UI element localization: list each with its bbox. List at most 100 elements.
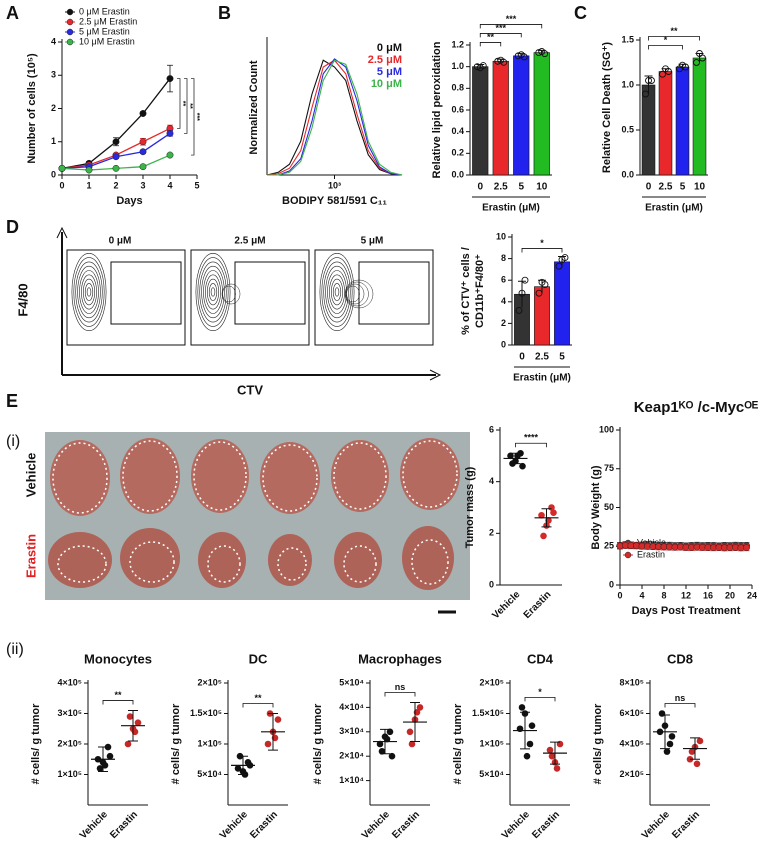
significance-label: *** <box>495 23 506 33</box>
contour <box>195 253 231 332</box>
y-tick-label: 0.2 <box>451 148 464 158</box>
y-tick-label: 1×10⁵ <box>58 769 83 779</box>
x-tick-label: Vehicle <box>500 809 532 841</box>
x-tick-label: 2.5 <box>535 352 549 363</box>
bar <box>658 71 673 176</box>
contour <box>205 274 221 310</box>
legend-marker <box>66 28 74 36</box>
point <box>696 737 704 745</box>
y-tick-label: 0.4 <box>451 126 464 136</box>
point <box>376 740 384 748</box>
point <box>386 728 394 736</box>
legend-marker <box>66 38 74 46</box>
point <box>106 752 114 760</box>
replicate-point <box>645 77 652 84</box>
significance-label: *** <box>506 14 517 24</box>
tumor <box>191 439 249 513</box>
bar <box>675 66 690 176</box>
flow-title: 5 μM <box>361 236 384 247</box>
significance-label: * <box>540 238 544 248</box>
chart-title: CD4 <box>527 651 554 666</box>
y-tick-label: 2 <box>489 528 494 538</box>
x-tick-label: 4 <box>639 590 644 600</box>
sd-bar <box>380 728 390 755</box>
significance-bracket <box>102 700 134 705</box>
point <box>166 129 174 137</box>
sd-bar <box>520 711 530 750</box>
point <box>553 765 561 772</box>
significance-bracket <box>648 36 700 41</box>
panel-label: (i) <box>6 433 20 450</box>
tumor-outline <box>52 442 108 514</box>
row-label: Erastin <box>23 534 38 578</box>
sd-bar <box>690 737 700 760</box>
sd-bar <box>238 755 248 775</box>
tumor <box>402 526 454 590</box>
replicate-point <box>541 281 549 288</box>
y-tick-label: 1×10⁴ <box>339 775 364 785</box>
tumor-outline <box>277 547 307 581</box>
tumor <box>400 438 460 510</box>
y-tick-label: 5×10⁴ <box>479 769 504 779</box>
significance-label: ** <box>670 26 678 36</box>
significance-label: ns <box>675 693 686 703</box>
x-tick-label: 10 <box>694 182 706 193</box>
y-tick-label: 2×10⁵ <box>198 677 223 687</box>
contour <box>83 278 96 306</box>
legend-marker <box>66 8 74 16</box>
bar <box>554 261 570 346</box>
legend-label: Erastin <box>637 549 665 559</box>
bar <box>692 57 707 176</box>
x-tick-label: 0 <box>519 352 525 363</box>
gate <box>234 261 306 325</box>
significance-bracket <box>479 42 502 47</box>
point <box>668 733 676 740</box>
x-tick-label: 1 <box>86 180 91 190</box>
y-tick-label: 1.0 <box>621 79 634 89</box>
tumor-outline <box>122 440 178 512</box>
bar <box>641 84 656 176</box>
y-tick-label: 8×10⁵ <box>620 677 645 687</box>
replicate-point <box>541 50 549 58</box>
x-tick-label: 2 <box>113 180 118 190</box>
tumor-outline <box>193 441 247 511</box>
legend-label: 10 μM Erastin <box>79 36 135 46</box>
tumor <box>120 438 180 514</box>
x-tick-label: Vehicle <box>360 809 392 841</box>
x-tick-label: Erastin <box>390 809 422 841</box>
point <box>406 728 414 736</box>
tumor <box>260 442 320 514</box>
contour <box>73 257 105 327</box>
chart-title: Monocytes <box>84 651 152 666</box>
contour <box>329 274 345 310</box>
point <box>378 748 386 755</box>
point <box>519 462 526 470</box>
contour <box>345 283 365 305</box>
point <box>274 716 282 723</box>
tumor <box>268 534 312 586</box>
point <box>126 713 134 720</box>
tumor-outline <box>333 442 387 510</box>
y-tick-label: 4×10⁵ <box>58 677 83 687</box>
legend-label: Vehicle <box>637 537 666 547</box>
y-tick-label: 6 <box>489 424 494 434</box>
tumor-outline <box>57 545 107 583</box>
x-tick-label: 2.5 <box>659 182 673 193</box>
point <box>58 164 66 172</box>
contour <box>321 257 353 327</box>
significance-label: *** <box>193 113 200 121</box>
y-tick-label: 4 <box>51 36 56 46</box>
replicate-point <box>699 54 706 62</box>
y-tick-label: 2×10⁴ <box>339 751 364 761</box>
y-tick-label: 4×10⁴ <box>339 702 364 712</box>
y-tick-label: 0 <box>609 579 614 589</box>
y-axis-label: Relative lipid peroxidation <box>431 41 443 178</box>
tumor-outline <box>343 545 377 583</box>
x-axis-label: Erastin (μM) <box>645 203 703 214</box>
y-axis-label: Number of cells (10⁵) <box>26 53 38 164</box>
significance-bracket <box>191 78 195 156</box>
contour <box>325 265 349 319</box>
contour <box>199 261 227 323</box>
replicate-point <box>665 68 672 75</box>
x-tick-label: 5 <box>559 352 565 363</box>
